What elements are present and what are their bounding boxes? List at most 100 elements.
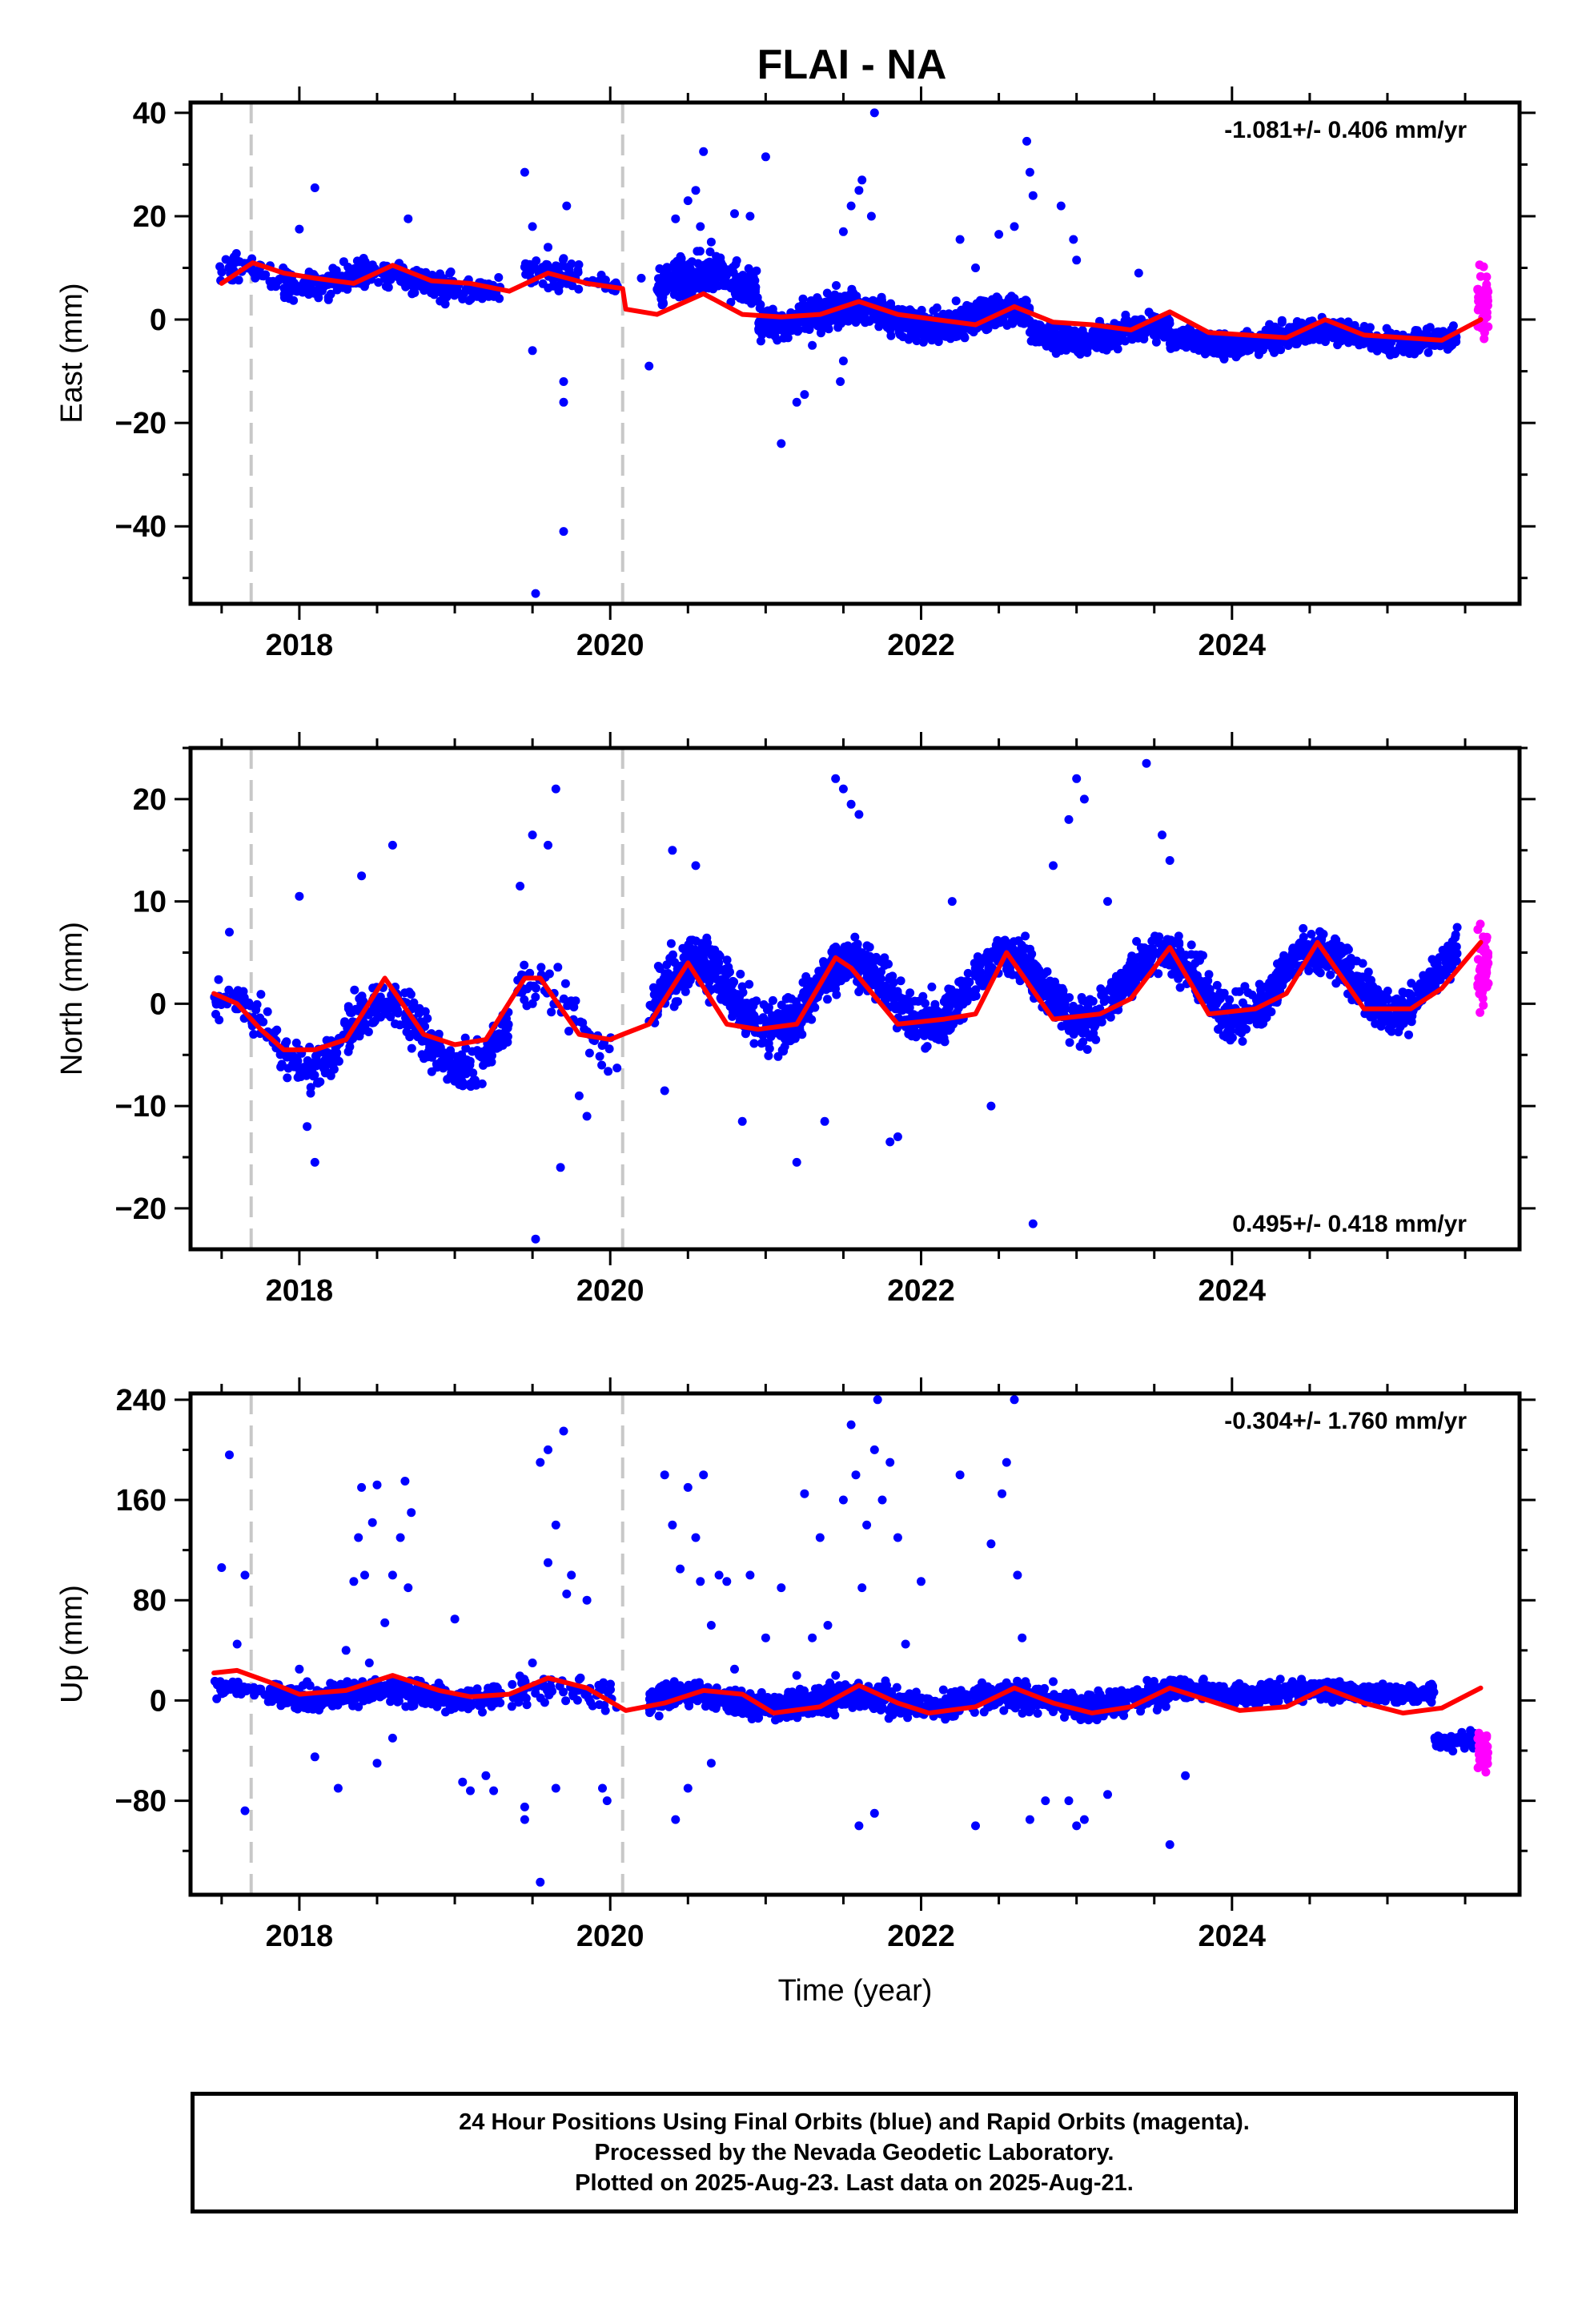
- east-final-point: [310, 183, 319, 192]
- east-final-point: [1004, 294, 1014, 304]
- north-final-point: [1018, 951, 1028, 960]
- east-final-point: [1359, 322, 1369, 331]
- north-final-point: [725, 1002, 735, 1011]
- north-final-point: [345, 1042, 355, 1051]
- north-final-point: [460, 1055, 470, 1064]
- north-final-point: [500, 1029, 510, 1039]
- east-rapid-point: [1479, 262, 1488, 271]
- north-final-point: [440, 1048, 448, 1058]
- east-rapid-point: [1480, 304, 1489, 313]
- north-final-point: [407, 1043, 416, 1053]
- north-final-point: [443, 1075, 452, 1084]
- north-final-point: [1288, 943, 1298, 953]
- east-final-point: [730, 209, 739, 219]
- east-final-point: [846, 201, 856, 211]
- north-final-point: [1331, 935, 1341, 945]
- north-final-point: [736, 969, 745, 979]
- east-rapid-point: [1480, 311, 1490, 320]
- east-final-point: [821, 314, 831, 324]
- north-final-point: [963, 968, 973, 978]
- north-final-point: [383, 997, 393, 1007]
- east-final-point: [1389, 349, 1399, 359]
- east-final-point: [677, 281, 687, 291]
- north-final-point: [791, 1027, 801, 1036]
- north-final-point: [840, 943, 849, 951]
- north-y-tick-label: 0: [150, 987, 167, 1021]
- north-final-point: [1225, 995, 1235, 1004]
- north-final-point: [1326, 970, 1335, 979]
- east-final-point: [673, 270, 682, 279]
- north-final-point: [758, 1031, 768, 1040]
- east-x-tick-label: 2020: [576, 629, 644, 662]
- north-final-point: [595, 1051, 604, 1061]
- east-final-point: [932, 303, 942, 312]
- east-final-point: [966, 302, 974, 312]
- north-final-point: [922, 1042, 932, 1051]
- east-final-point: [751, 285, 760, 295]
- north-final-point: [1256, 989, 1266, 999]
- north-final-point: [1096, 984, 1106, 994]
- east-final-point: [982, 325, 991, 335]
- east-final-point: [897, 320, 906, 329]
- north-final-point: [432, 1048, 442, 1058]
- north-final-point: [758, 1013, 768, 1023]
- north-final-point: [355, 1025, 364, 1035]
- north-final-point: [315, 1077, 325, 1087]
- east-final-point: [912, 336, 921, 346]
- east-final-point: [707, 277, 717, 287]
- north-final-point: [347, 1008, 356, 1017]
- north-final-point: [263, 1007, 272, 1016]
- north-final-point: [283, 1073, 292, 1083]
- north-final-point: [996, 938, 1006, 947]
- east-final-point: [693, 267, 701, 277]
- north-final-point: [447, 1068, 456, 1077]
- east-final-point: [1107, 331, 1117, 340]
- east-final-point: [562, 201, 572, 211]
- north-final-point: [749, 1039, 759, 1048]
- north-final-point: [819, 959, 829, 969]
- east-final-point: [319, 282, 329, 291]
- north-final-point: [405, 1032, 415, 1042]
- east-final-point: [906, 330, 916, 339]
- east-final-point: [1058, 325, 1068, 335]
- east-final-point: [838, 227, 848, 236]
- north-final-point: [722, 955, 732, 965]
- north-final-point: [678, 943, 688, 953]
- north-final-point: [891, 1004, 901, 1014]
- east-final-point: [986, 320, 996, 329]
- north-final-point: [728, 1011, 737, 1021]
- east-final-point: [221, 255, 231, 264]
- east-final-point: [1069, 235, 1078, 244]
- north-final-point: [322, 1053, 331, 1063]
- north-final-point: [246, 1001, 255, 1011]
- north-final-point: [717, 965, 727, 975]
- north-final-point: [737, 982, 747, 991]
- east-final-point: [696, 222, 705, 231]
- north-final-point: [569, 1003, 579, 1011]
- east-final-point: [741, 272, 750, 282]
- east-final-point: [1122, 319, 1131, 328]
- east-final-point: [974, 302, 983, 312]
- north-final-point: [1377, 1014, 1387, 1023]
- north-final-point: [869, 968, 878, 978]
- north-final-point: [1026, 944, 1034, 954]
- north-final-point: [1004, 969, 1014, 979]
- north-final-point: [924, 1011, 933, 1021]
- east-x-tick-label: 2022: [887, 629, 955, 662]
- east-final-point: [808, 340, 817, 350]
- east-final-point: [662, 263, 672, 272]
- east-final-point: [1053, 336, 1062, 346]
- north-final-point: [1376, 1022, 1386, 1031]
- north-final-point: [740, 1014, 749, 1023]
- north-final-point: [1238, 1036, 1247, 1046]
- east-final-point: [404, 214, 413, 223]
- east-final-point: [559, 527, 568, 537]
- east-final-point: [559, 397, 568, 407]
- north-final-point: [340, 1017, 350, 1027]
- east-plot-frame: [188, 100, 1522, 606]
- east-final-point: [705, 247, 715, 256]
- east-final-point: [857, 175, 867, 185]
- north-final-point: [881, 995, 889, 1004]
- east-final-point: [967, 309, 977, 319]
- north-final-point: [604, 1067, 613, 1076]
